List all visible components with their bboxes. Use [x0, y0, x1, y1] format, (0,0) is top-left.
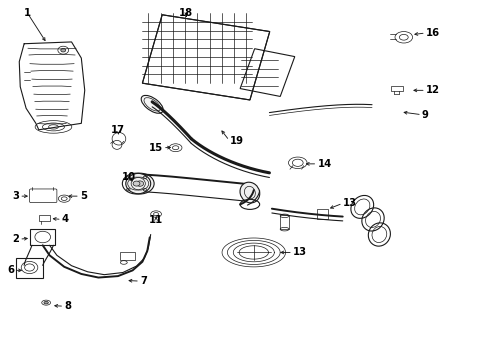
Text: 11: 11 [149, 215, 163, 225]
Text: 2: 2 [12, 234, 19, 244]
Text: 16: 16 [426, 28, 440, 38]
Text: 4: 4 [62, 215, 69, 224]
Text: 19: 19 [229, 136, 244, 145]
Ellipse shape [133, 181, 140, 186]
Text: 6: 6 [7, 265, 14, 275]
Text: 13: 13 [293, 247, 307, 257]
Text: 12: 12 [426, 85, 440, 95]
Text: 9: 9 [422, 110, 429, 120]
Text: 7: 7 [140, 276, 147, 286]
Text: 14: 14 [318, 159, 332, 169]
Text: 10: 10 [122, 172, 136, 182]
Ellipse shape [61, 48, 66, 52]
Ellipse shape [141, 95, 163, 113]
Bar [391, 86, 403, 91]
Text: 3: 3 [12, 191, 19, 201]
Ellipse shape [44, 301, 49, 304]
Bar [121, 252, 135, 260]
Bar [16, 258, 43, 278]
Bar [143, 15, 270, 100]
Text: 18: 18 [179, 8, 194, 18]
Bar [30, 229, 55, 245]
Bar [318, 209, 328, 219]
Text: 1: 1 [24, 8, 31, 18]
Ellipse shape [126, 173, 154, 194]
Bar [39, 215, 49, 221]
Ellipse shape [136, 181, 144, 186]
Bar [280, 215, 289, 229]
Text: 17: 17 [111, 125, 125, 135]
Bar [143, 15, 270, 100]
Text: 15: 15 [149, 143, 163, 153]
Text: 8: 8 [64, 301, 71, 311]
Ellipse shape [240, 182, 260, 203]
Text: 13: 13 [343, 198, 357, 208]
Text: 5: 5 [80, 191, 87, 201]
Bar [240, 49, 295, 96]
